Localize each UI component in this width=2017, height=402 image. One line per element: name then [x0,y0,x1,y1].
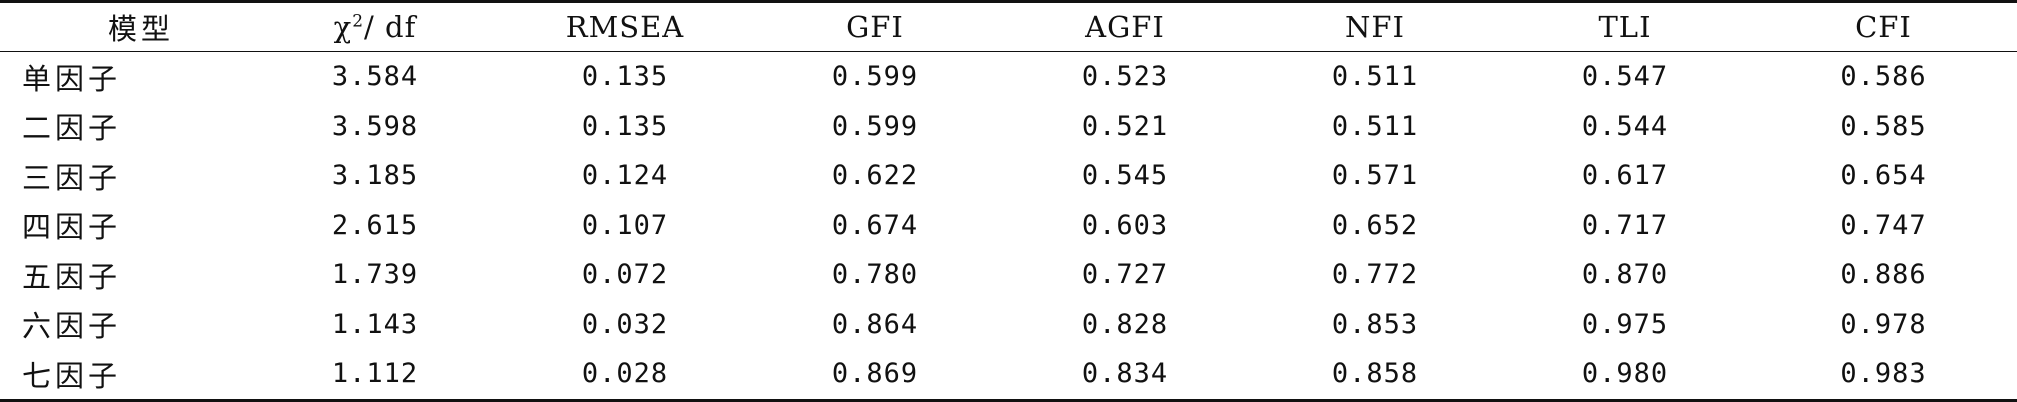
cell-gfi: 0.599 [831,61,919,93]
table-row: 二因子 3.598 0.135 0.599 0.521 0.511 0.544 … [0,102,2017,152]
header-chi-df: χ2/ df [250,2,500,52]
cell-model: 二因子 [22,111,122,146]
header-agfi: AGFI [1085,10,1165,44]
cell-chi-df: 3.584 [331,61,419,93]
cell-chi-df: 3.598 [331,110,419,142]
table-row: 单因子 3.584 0.135 0.599 0.523 0.511 0.547 … [0,52,2017,102]
cell-gfi: 0.622 [831,160,919,192]
cell-nfi: 0.571 [1331,160,1419,192]
header-tli: TLI [1598,10,1652,44]
cell-model: 五因子 [22,259,122,294]
chi-symbol: χ [333,10,353,44]
cell-model: 七因子 [22,358,122,393]
cell-agfi: 0.834 [1081,358,1169,390]
cell-nfi: 0.652 [1331,209,1419,241]
table-row: 五因子 1.739 0.072 0.780 0.727 0.772 0.870 … [0,250,2017,300]
header-nfi: NFI [1345,10,1405,44]
chi-tail: / df [364,10,417,44]
cell-gfi: 0.864 [831,308,919,340]
cell-rmsea: 0.032 [581,308,669,340]
cell-nfi: 0.858 [1331,358,1419,390]
cell-cfi: 0.978 [1840,308,1927,340]
cell-rmsea: 0.028 [581,358,669,390]
cell-rmsea: 0.124 [581,160,669,192]
cell-cfi: 0.747 [1840,209,1927,241]
cell-gfi: 0.599 [831,110,919,142]
table-row: 四因子 2.615 0.107 0.674 0.603 0.652 0.717 … [0,201,2017,251]
cell-nfi: 0.511 [1331,61,1419,93]
cell-tli: 0.975 [1581,308,1669,340]
cell-cfi: 0.654 [1840,160,1927,192]
cell-gfi: 0.869 [831,358,919,390]
header-model: 模型 [108,12,175,46]
cell-agfi: 0.523 [1081,61,1169,93]
cell-nfi: 0.853 [1331,308,1419,340]
cell-cfi: 0.886 [1840,259,1927,291]
cell-rmsea: 0.135 [581,61,669,93]
header-gfi: GFI [846,10,904,44]
cell-chi-df: 2.615 [331,209,419,241]
cell-agfi: 0.727 [1081,259,1169,291]
chi-superscript: 2 [352,11,365,32]
cell-nfi: 0.511 [1331,110,1419,142]
table-header-row: 模型 χ2/ df RMSEA GFI AGFI NFI TLI CFI [0,1,2017,52]
cell-cfi: 0.585 [1840,110,1927,142]
table-row: 七因子 1.112 0.028 0.869 0.834 0.858 0.980 … [0,349,2017,400]
cell-tli: 0.617 [1581,160,1669,192]
cell-nfi: 0.772 [1331,259,1419,291]
cell-rmsea: 0.135 [581,110,669,142]
cell-cfi: 0.586 [1840,61,1927,93]
header-rmsea: RMSEA [565,10,685,44]
cell-model: 六因子 [22,309,122,344]
cell-agfi: 0.521 [1081,110,1169,142]
cell-chi-df: 1.112 [331,358,419,390]
cell-model: 单因子 [22,61,122,96]
cell-agfi: 0.603 [1081,209,1169,241]
cell-chi-df: 1.739 [331,259,419,291]
table-row: 六因子 1.143 0.032 0.864 0.828 0.853 0.975 … [0,300,2017,350]
cell-model: 四因子 [22,210,122,245]
cell-gfi: 0.674 [831,209,919,241]
header-cfi: CFI [1855,10,1912,44]
cell-model: 三因子 [22,160,122,195]
cell-agfi: 0.545 [1081,160,1169,192]
cell-tli: 0.717 [1581,209,1669,241]
cell-tli: 0.980 [1581,358,1669,390]
cell-rmsea: 0.072 [581,259,669,291]
cell-gfi: 0.780 [831,259,919,291]
cell-chi-df: 3.185 [331,160,419,192]
cell-agfi: 0.828 [1081,308,1169,340]
cell-tli: 0.547 [1581,61,1669,93]
cell-cfi: 0.983 [1840,358,1927,390]
cell-rmsea: 0.107 [581,209,669,241]
cell-chi-df: 1.143 [331,308,419,340]
table-row: 三因子 3.185 0.124 0.622 0.545 0.571 0.617 … [0,151,2017,201]
cell-tli: 0.544 [1581,110,1669,142]
cell-tli: 0.870 [1581,259,1669,291]
